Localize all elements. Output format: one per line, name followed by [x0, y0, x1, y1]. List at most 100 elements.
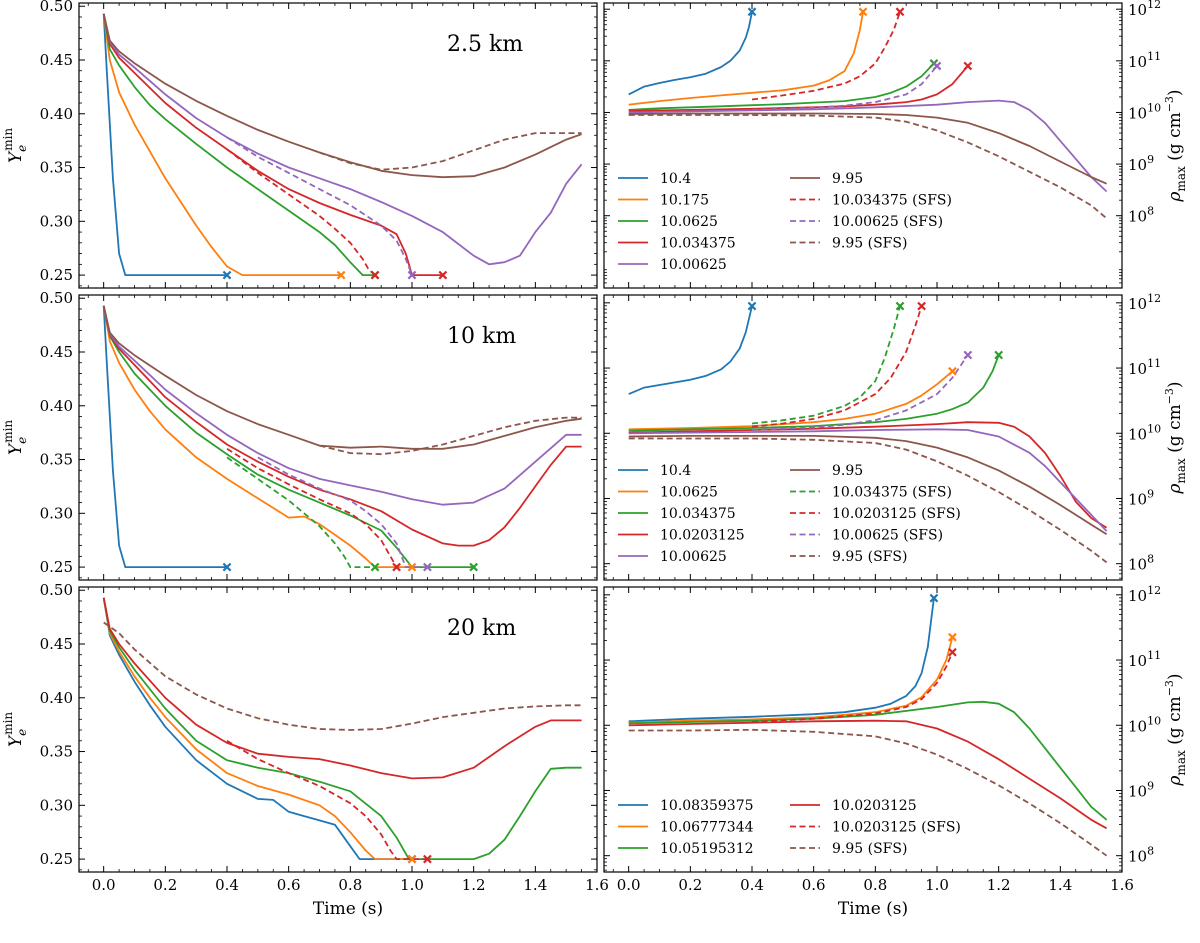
x-axis-label: Time (s): [838, 899, 908, 919]
legend-label: 10.0203125: [832, 798, 917, 814]
y-tick-label: 0.25: [40, 266, 73, 284]
end-marker: [222, 270, 232, 280]
series-line-10-034375-sfs-: [226, 456, 375, 568]
rho-tick-label-exp: 8: [1147, 205, 1154, 218]
end-marker: [469, 562, 479, 572]
legend-label: 10.00625 (SFS): [832, 214, 943, 230]
rho-axis-label-base: ρ: [1165, 192, 1185, 203]
rho-axis-label-base: ρ: [1165, 776, 1185, 787]
series-line-9-95-sfs-: [628, 437, 1108, 564]
rho-tick-label-exp: 9: [1147, 779, 1154, 792]
end-marker: [895, 301, 905, 311]
legend-label: 10.05195312: [660, 841, 754, 857]
y-tick-label: 0.35: [40, 451, 73, 469]
rho-axis-label-unit: (g cm: [1165, 112, 1185, 166]
rho-axis-label: ρmax (g cm−3): [1163, 673, 1188, 786]
end-marker: [858, 7, 868, 17]
end-marker: [917, 301, 926, 311]
x-tick-label: 0.0: [617, 876, 641, 894]
legend-label: 10.0625: [660, 485, 718, 501]
series-line-10-05195312: [102, 597, 582, 860]
ye-axis-label-base: Y: [6, 150, 26, 163]
legend-label: 10.06777344: [660, 820, 754, 836]
x-tick-label: 0.2: [678, 876, 702, 894]
series-line-9-95-sfs-: [103, 621, 582, 731]
x-tick-label: 1.0: [400, 876, 424, 894]
end-marker-stroke: [948, 647, 957, 657]
rho-axis-label-close: ): [1165, 381, 1185, 388]
rho-axis-label-exp: −3: [1163, 680, 1176, 696]
end-marker: [336, 270, 346, 280]
series-line-10-0625: [628, 370, 953, 431]
rho-tick-label: 1010: [1128, 714, 1161, 735]
end-marker-stroke: [747, 7, 757, 17]
y-tick-label: 0.50: [40, 289, 73, 307]
legend-label: 10.0625: [660, 214, 718, 230]
end-marker: [392, 562, 401, 572]
end-marker-stroke: [948, 366, 957, 376]
series-line-9-95-sfs-: [319, 416, 582, 456]
end-marker-stroke: [370, 270, 380, 280]
rho-tick-label-base: 10: [1128, 652, 1147, 670]
rho-tick-label-base: 10: [1128, 490, 1147, 508]
end-marker: [423, 562, 432, 572]
end-marker-stroke: [469, 562, 479, 572]
panel-frame: [78, 294, 598, 581]
x-tick-label: 1.6: [1110, 876, 1134, 894]
legend-label: 10.4: [660, 463, 691, 479]
legend-label: 9.95: [832, 463, 863, 479]
panel-frame: [603, 294, 1123, 581]
x-axis-label: Time (s): [313, 899, 383, 919]
series-line-10-034375: [628, 354, 1000, 432]
y-tick-label: 0.40: [40, 689, 73, 707]
end-marker-stroke: [392, 562, 401, 572]
rho-tick-label-exp: 12: [1147, 292, 1161, 305]
series-group: [628, 305, 1108, 564]
y-tick-label: 0.25: [40, 558, 73, 576]
end-marker: [948, 647, 957, 657]
series-line-10-06777344: [102, 597, 412, 860]
panel-annotation: 2.5 km: [447, 32, 523, 57]
x-tick-label: 0.2: [153, 876, 177, 894]
x-tick-label: 1.6: [585, 876, 609, 894]
end-marker-stroke: [895, 301, 905, 311]
y-tick-label: 0.35: [40, 743, 73, 761]
rho-tick-label-base: 10: [1128, 848, 1147, 866]
y-tick-label: 0.45: [40, 635, 73, 653]
rho-tick-label-base: 10: [1128, 156, 1147, 174]
series-line-10-0203125: [628, 719, 1108, 830]
ye-axis-label-sub: e: [15, 729, 29, 736]
end-marker: [423, 854, 432, 864]
ye-axis-label-sup: min: [1, 712, 15, 735]
rho-tick-label: 1011: [1128, 649, 1161, 670]
rho-tick-label-base: 10: [1128, 360, 1147, 378]
series-line-10-034375-sfs-: [751, 11, 901, 101]
end-marker: [370, 562, 380, 572]
series-line-10-00625: [628, 428, 1108, 532]
series-group: [102, 597, 582, 860]
rho-tick-label: 109: [1128, 487, 1154, 508]
series-group: [628, 11, 1108, 219]
end-marker-stroke: [895, 7, 905, 17]
series-line-10-00625-sfs-: [226, 136, 413, 276]
y-tick-label: 0.30: [40, 796, 73, 814]
y-tick-label: 0.40: [40, 397, 73, 415]
series-line-10-4: [102, 13, 227, 277]
rho-axis-label-close: ): [1165, 673, 1185, 680]
panel-annotation: 10 km: [447, 324, 516, 349]
rho-tick-label: 108: [1128, 845, 1154, 866]
y-tick-label: 0.30: [40, 212, 73, 230]
series-line-10-0625: [628, 62, 935, 111]
legend-label: 10.034375: [660, 506, 736, 522]
panel-frame: [78, 586, 598, 873]
rho-axis-label-exp: −3: [1163, 96, 1176, 112]
legend-label: 10.00625: [660, 257, 727, 273]
end-marker: [407, 270, 417, 280]
legend-label: 10.034375: [660, 236, 736, 252]
series-line-10-00625-sfs-: [751, 65, 938, 111]
rho-axis-label: ρmax (g cm−3): [1163, 381, 1188, 494]
y-tick-label: 0.45: [40, 343, 73, 361]
rho-tick-label: 1012: [1128, 584, 1161, 605]
ye-axis-label: Yemin: [1, 128, 29, 164]
